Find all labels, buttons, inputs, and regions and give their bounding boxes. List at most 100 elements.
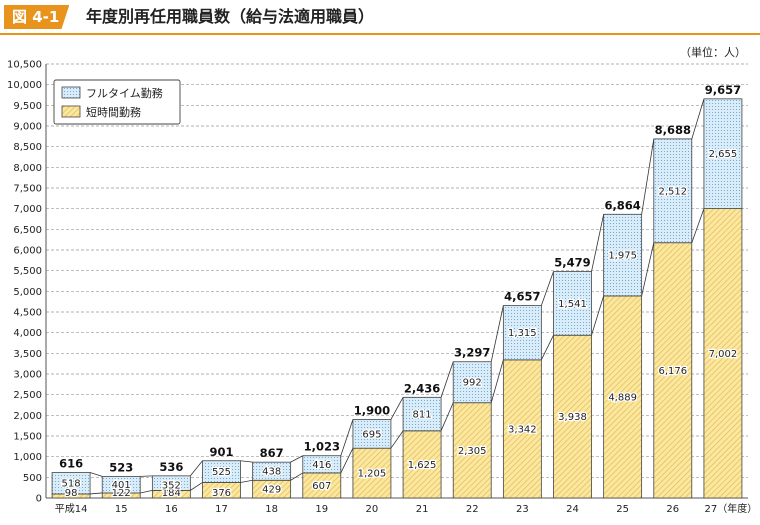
x-tick-label: 26 <box>666 504 679 515</box>
x-tick-label: 15 <box>115 504 128 515</box>
value-label-short-time: 3,938 <box>558 412 587 423</box>
x-tick-label: 25 <box>616 504 629 515</box>
value-label-short-time: 7,002 <box>709 349 738 360</box>
y-tick-label: 3,000 <box>13 370 42 381</box>
total-label: 536 <box>159 460 183 474</box>
bar-short-time <box>452 402 492 499</box>
y-tick-label: 8,000 <box>13 163 42 174</box>
chart-title: 年度別再任用職員数（給与法適用職員） <box>86 7 375 26</box>
total-label: 616 <box>59 457 83 471</box>
bar-full-time <box>502 305 542 361</box>
total-label: 3,297 <box>454 346 490 360</box>
x-tick-label: 21 <box>416 504 429 515</box>
x-tick-label: 23 <box>516 504 529 515</box>
y-tick-label: 6,500 <box>13 225 42 236</box>
figure-number-badge: 図 4-1 <box>4 5 70 29</box>
y-tick-label: 500 <box>23 473 42 484</box>
x-tick-label: 20 <box>366 504 379 515</box>
y-tick-label: 1,500 <box>13 432 42 443</box>
bar-short-time <box>352 447 392 499</box>
y-tick-label: 2,500 <box>13 390 42 401</box>
total-label: 8,688 <box>655 123 691 137</box>
bar-short-time <box>553 334 592 499</box>
y-tick-label: 9,500 <box>13 101 42 112</box>
value-label-short-time: 122 <box>112 488 131 499</box>
y-tick-label: 8,500 <box>13 142 42 153</box>
total-label: 5,479 <box>554 256 590 270</box>
total-label: 867 <box>260 446 284 460</box>
y-tick-label: 9,000 <box>13 122 42 133</box>
x-tick-label: 平成14 <box>55 503 88 515</box>
connector-line <box>240 479 253 483</box>
y-tick-label: 4,000 <box>13 328 42 339</box>
connector-line <box>140 475 153 477</box>
y-tick-label: 2,000 <box>13 411 42 422</box>
connector-line <box>691 98 705 140</box>
value-label-short-time: 429 <box>262 485 281 496</box>
value-label-full-time: 811 <box>413 410 432 421</box>
bar-full-time <box>252 461 292 481</box>
value-label-short-time: 607 <box>312 481 331 492</box>
value-label-full-time: 1,541 <box>558 299 587 310</box>
connector-line <box>490 305 504 362</box>
connector-line <box>691 208 705 243</box>
value-label-full-time: 2,655 <box>709 149 738 160</box>
value-label-full-time: 992 <box>463 378 482 389</box>
connector-line <box>490 359 504 403</box>
x-tick-label: 22 <box>466 504 479 515</box>
bar-short-time <box>703 208 743 499</box>
value-label-short-time: 4,889 <box>608 392 637 403</box>
y-tick-label: 5,500 <box>13 266 42 277</box>
y-tick-label: 0 <box>36 494 42 505</box>
bar-full-time <box>352 419 392 449</box>
value-label-short-time: 1,625 <box>408 460 437 471</box>
total-label: 1,900 <box>354 403 390 417</box>
bar-full-time <box>703 98 743 209</box>
bar-short-time <box>603 295 643 499</box>
value-label-full-time: 2,512 <box>658 186 687 197</box>
bar-full-time <box>202 460 241 483</box>
bar-full-time <box>603 213 643 297</box>
connector-line <box>641 138 655 215</box>
x-tick-label: 24 <box>566 504 579 515</box>
y-tick-label: 4,500 <box>13 308 42 319</box>
figure-header: 図 4-1 年度別再任用職員数（給与法適用職員） <box>0 0 760 36</box>
value-label-full-time: 525 <box>212 467 231 478</box>
value-label-short-time: 2,305 <box>458 446 487 457</box>
value-label-full-time: 1,315 <box>508 328 537 339</box>
value-label-full-time: 416 <box>312 460 331 471</box>
legend-swatch-short-time <box>61 105 81 118</box>
connector-line <box>89 472 103 477</box>
value-label-short-time: 3,342 <box>508 424 537 435</box>
legend-label-full-time: フルタイム勤務 <box>86 86 163 100</box>
y-tick-label: 6,000 <box>13 246 42 257</box>
value-label-short-time: 184 <box>162 488 181 499</box>
connector-line <box>540 335 554 361</box>
bar-full-time <box>653 138 693 244</box>
value-label-full-time: 518 <box>62 479 81 490</box>
connector-line <box>290 455 303 463</box>
header-divider <box>0 33 760 35</box>
total-label: 4,657 <box>504 290 540 304</box>
bar-full-time <box>151 475 191 491</box>
connector-line <box>190 460 203 477</box>
value-label-full-time: 1,975 <box>608 251 637 262</box>
connector-line <box>591 214 605 272</box>
bar-full-time <box>402 396 442 432</box>
legend-swatch-full-time <box>61 86 81 99</box>
connector-line <box>390 430 404 449</box>
total-label: 901 <box>209 445 233 459</box>
value-label-full-time: 352 <box>162 480 181 491</box>
y-tick-label: 10,500 <box>7 60 42 71</box>
x-tick-label: 16 <box>165 504 178 515</box>
connector-line <box>140 490 153 494</box>
connector-line <box>440 361 454 398</box>
value-label-short-time: 1,205 <box>358 469 387 480</box>
y-tick-label: 7,500 <box>13 184 42 195</box>
y-tick-label: 5,000 <box>13 287 42 298</box>
connector-line <box>240 460 253 463</box>
connector-line <box>340 419 354 456</box>
x-tick-label: 27（年度） <box>705 502 758 515</box>
connector-line <box>440 402 454 431</box>
